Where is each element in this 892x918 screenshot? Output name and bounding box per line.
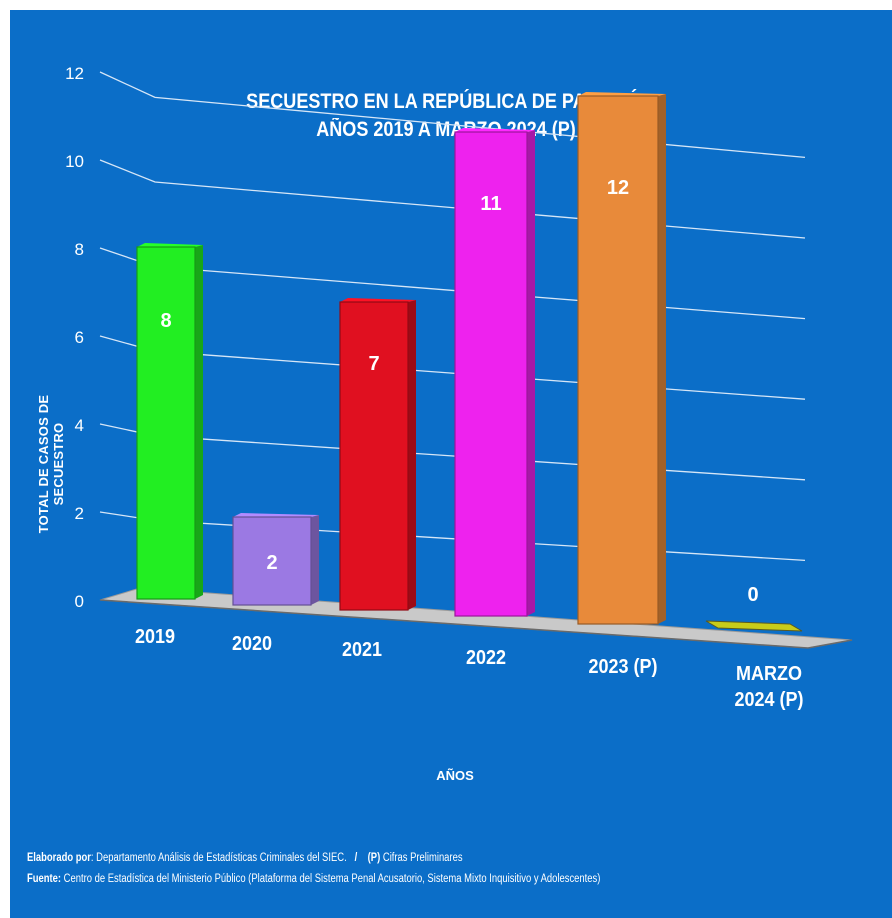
- data-label: 0: [747, 584, 758, 606]
- bar-top: [233, 513, 319, 517]
- x-tick-label: 2019: [135, 626, 175, 648]
- y-tick-label: 0: [75, 592, 84, 611]
- x-tick-label: 2021: [342, 639, 382, 661]
- x-tick-label: MARZO: [736, 663, 802, 685]
- bar-top: [137, 243, 203, 247]
- x-tick-label: 2023 (P): [588, 656, 657, 678]
- x-tick-label: 2022: [466, 647, 506, 669]
- footer-separator: /: [354, 852, 358, 864]
- data-label: 12: [607, 177, 629, 199]
- bar: [705, 620, 803, 632]
- bar: [339, 301, 409, 611]
- footer-source-text: Centro de Estadística del Ministerio Púb…: [63, 873, 601, 885]
- bar-side: [195, 245, 203, 599]
- bar-top: [455, 128, 535, 132]
- data-label: 7: [368, 353, 379, 375]
- bar: [136, 246, 196, 600]
- bar-top: [340, 298, 416, 302]
- y-tick-label: 12: [65, 64, 84, 83]
- bar-top: [578, 92, 666, 96]
- bar-side: [527, 130, 535, 616]
- gridline: [99, 511, 806, 562]
- chart-title-line-1: SECUESTRO EN LA REPÚBLICA DE PANAMÁ:: [246, 90, 646, 113]
- x-tick-label: 2020: [232, 633, 272, 655]
- bar-side: [658, 94, 666, 624]
- x-tick-label: 2024 (P): [734, 689, 803, 711]
- footer-preliminary-text: Cifras Preliminares: [382, 852, 463, 864]
- data-label: 2: [266, 552, 277, 574]
- bar-side: [408, 300, 416, 610]
- y-tick-label: 2: [75, 504, 84, 523]
- bar: [577, 95, 659, 625]
- bar: [232, 516, 312, 606]
- y-axis-label: TOTAL DE CASOS DE SECUESTRO: [36, 394, 66, 534]
- y-tick-label: 8: [75, 240, 84, 259]
- gridline: [99, 159, 806, 239]
- footer-credit-text: : Departamento Análisis de Estadísticas …: [90, 852, 347, 864]
- bar: [454, 131, 528, 617]
- y-tick-label: 6: [75, 328, 84, 347]
- bar-side: [311, 515, 319, 605]
- footer-credit: Elaborado por: Departamento Análisis de …: [27, 852, 463, 864]
- data-label: 8: [160, 310, 171, 332]
- x-axis-label: AÑOS: [436, 768, 474, 783]
- y-tick-label: 4: [75, 416, 84, 435]
- y-tick-label: 10: [65, 152, 84, 171]
- chart-floor-edge: [99, 599, 853, 649]
- gridline: [99, 247, 806, 320]
- data-label: 11: [480, 193, 501, 215]
- gridline: [99, 71, 806, 159]
- footer-source-label: Fuente:: [27, 873, 62, 885]
- footer-preliminary-mark: (P): [367, 852, 381, 864]
- gridline: [99, 423, 806, 481]
- footer-source: Fuente: Centro de Estadística del Minist…: [27, 873, 600, 885]
- footer-credit-label: Elaborado por: [27, 852, 91, 864]
- gridline: [99, 335, 806, 400]
